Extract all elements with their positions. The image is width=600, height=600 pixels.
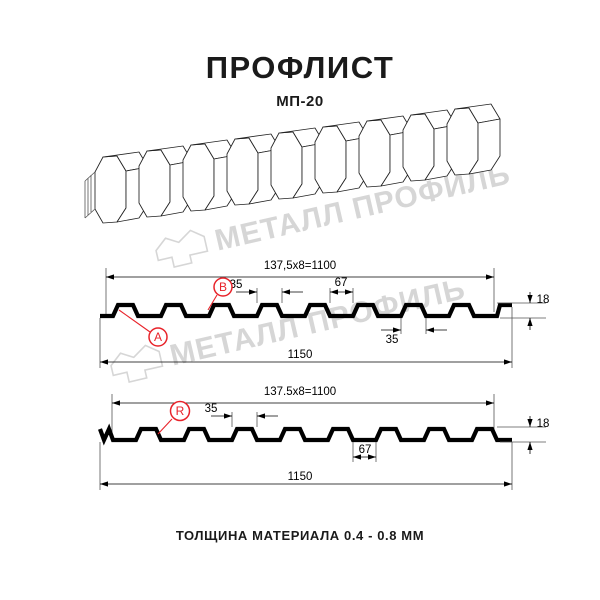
- dim-rib-bottom-width-1: 35: [381, 318, 447, 346]
- balloon-b: B: [207, 277, 233, 311]
- metall-profil-logo-icon: [110, 344, 164, 383]
- dim-rib-top-width-1: 35: [230, 279, 303, 303]
- profile-outline-bottom: [98, 423, 512, 446]
- dim-overall-bottom-1: 1150: [99, 307, 513, 368]
- dim-rib-top-width-2: 35: [205, 403, 278, 427]
- dim-height-1: 18: [497, 292, 549, 330]
- metall-profil-logo-icon: [155, 229, 209, 268]
- dim-height-2: 18: [497, 416, 549, 454]
- isometric-sheet-view: [84, 103, 501, 224]
- dim-label-rib-top-width-1: 35: [230, 279, 243, 291]
- dim-valley-width-1: 67: [329, 277, 354, 303]
- dim-label-overall-top-2: 137.5x8=1100: [264, 386, 336, 398]
- dim-label-overall-bottom-2: 1150: [288, 471, 313, 483]
- dim-overall-top-1: 137,5x8=1100: [105, 260, 495, 316]
- dim-label-overall-bottom-1: 1150: [288, 349, 313, 361]
- balloon-label-a: A: [154, 330, 162, 344]
- balloon-label-r: R: [176, 404, 185, 418]
- material-thickness-note: ТОЛЩИНА МАТЕРИАЛА 0.4 - 0.8 ММ: [175, 528, 425, 543]
- dim-label-height-2: 18: [537, 418, 550, 430]
- watermark-text: МЕТАЛЛ ПРОФИЛЬ: [167, 272, 469, 372]
- profile-outline-top: [100, 302, 512, 319]
- balloon-r: R: [157, 400, 191, 435]
- profile-section-top: 137,5x8=1100 35 67: [99, 260, 549, 368]
- dim-valley-width-2: 67: [352, 442, 377, 462]
- dim-overall-bottom-2: 1150: [99, 442, 513, 490]
- dim-label-height-1: 18: [537, 294, 550, 306]
- dim-label-rib-top-width-2: 35: [205, 403, 218, 415]
- dim-label-overall-top-1: 137,5x8=1100: [264, 260, 336, 272]
- balloon-label-b: B: [219, 280, 227, 294]
- profile-section-bottom: 137.5x8=1100 35 67: [98, 386, 549, 490]
- iso-rib-group: [84, 103, 501, 224]
- balloon-a: A: [118, 309, 168, 347]
- dim-label-valley-width-2: 67: [359, 444, 372, 456]
- dim-label-valley-width-1: 67: [335, 277, 348, 289]
- dim-label-rib-bottom-width-1: 35: [386, 334, 399, 346]
